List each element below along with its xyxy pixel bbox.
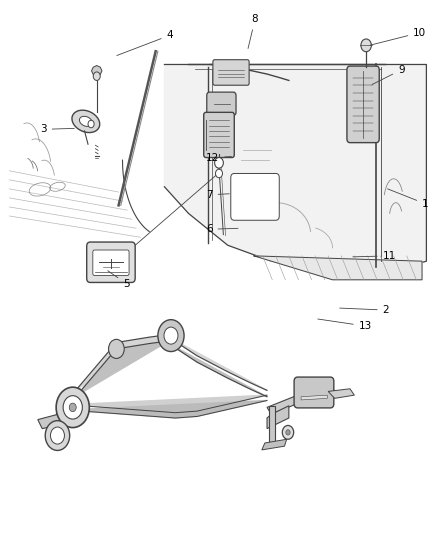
Text: 2: 2 [339, 305, 389, 315]
Polygon shape [301, 395, 327, 400]
FancyBboxPatch shape [93, 250, 129, 276]
Polygon shape [254, 256, 422, 280]
Text: 13: 13 [318, 319, 372, 331]
Text: 4: 4 [117, 30, 173, 55]
Text: 1: 1 [388, 189, 429, 209]
FancyBboxPatch shape [207, 92, 236, 116]
Circle shape [93, 72, 100, 80]
FancyBboxPatch shape [347, 66, 379, 143]
FancyBboxPatch shape [294, 377, 334, 408]
Polygon shape [328, 389, 354, 398]
Polygon shape [169, 337, 267, 390]
Text: 7: 7 [206, 190, 230, 200]
Circle shape [286, 430, 290, 435]
Text: 11: 11 [353, 251, 396, 261]
FancyBboxPatch shape [213, 60, 249, 85]
FancyBboxPatch shape [231, 173, 279, 220]
Circle shape [283, 425, 293, 439]
Ellipse shape [72, 110, 100, 133]
Text: 3: 3 [40, 124, 74, 134]
Polygon shape [38, 391, 81, 429]
Polygon shape [53, 413, 64, 447]
Circle shape [158, 320, 184, 352]
Text: 5: 5 [108, 271, 130, 288]
FancyBboxPatch shape [87, 242, 135, 282]
Circle shape [63, 395, 82, 419]
Polygon shape [68, 341, 169, 400]
Text: 6: 6 [206, 224, 238, 235]
Text: 9: 9 [372, 65, 405, 85]
Polygon shape [267, 386, 335, 414]
Text: 8: 8 [248, 14, 258, 49]
Text: 12: 12 [206, 152, 232, 163]
Circle shape [215, 158, 223, 168]
Polygon shape [92, 66, 102, 75]
Circle shape [56, 387, 89, 427]
Polygon shape [68, 400, 267, 418]
Circle shape [361, 39, 371, 52]
Circle shape [164, 327, 178, 344]
Circle shape [109, 340, 124, 359]
FancyBboxPatch shape [204, 112, 234, 158]
Circle shape [69, 403, 76, 411]
Polygon shape [262, 439, 287, 450]
Polygon shape [267, 406, 289, 429]
Polygon shape [68, 335, 169, 394]
Circle shape [215, 169, 223, 177]
Polygon shape [269, 406, 275, 442]
Polygon shape [68, 395, 267, 413]
Circle shape [88, 120, 94, 128]
Ellipse shape [79, 116, 92, 126]
Polygon shape [164, 64, 426, 277]
Circle shape [50, 427, 64, 444]
Circle shape [45, 421, 70, 450]
Polygon shape [169, 344, 267, 397]
Text: 10: 10 [370, 28, 427, 45]
